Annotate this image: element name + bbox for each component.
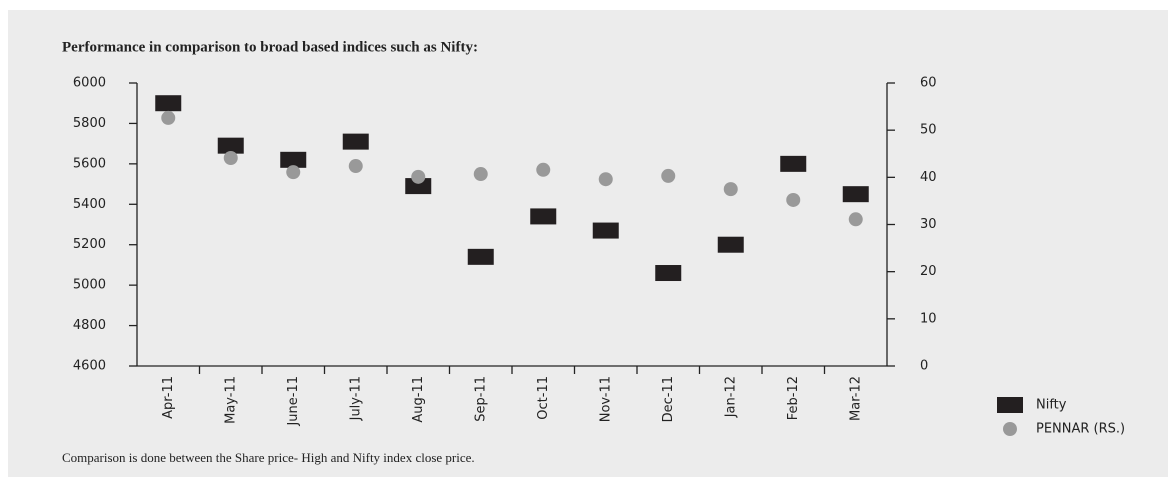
point (217, 137, 244, 154)
y2-tick-label: 60 (920, 76, 937, 91)
x-tick-label: June-11 (286, 376, 301, 427)
point (842, 186, 869, 203)
point (280, 151, 307, 168)
x-tick-label: Dec-11 (661, 376, 676, 422)
point (155, 95, 182, 112)
y-tick-label: 4800 (73, 318, 106, 333)
x-tick-label: Sep-11 (473, 376, 488, 422)
y2-tick-label: 20 (920, 264, 937, 279)
note: Comparison is done between the Share pri… (62, 450, 475, 465)
y2-tick-label: 50 (920, 123, 937, 138)
y-tick-label: 4600 (73, 359, 106, 374)
point (717, 236, 744, 253)
y2-tick-label: 40 (920, 170, 937, 185)
y-tick-label: 5800 (73, 116, 106, 131)
legend-label: PENNAR (RS.) (1036, 422, 1125, 437)
point (780, 155, 807, 172)
y-tick-label: 5400 (73, 197, 106, 212)
point (473, 167, 488, 182)
point (661, 168, 676, 183)
point (405, 178, 432, 195)
x-tick-label: Mar-12 (848, 376, 863, 421)
y2-tick-label: 30 (920, 217, 937, 232)
y-tick-label: 5600 (73, 156, 106, 171)
legend-label: Nifty (1036, 398, 1067, 413)
point (592, 222, 619, 239)
x-tick-label: Aug-11 (411, 376, 426, 423)
x-tick-label: July-11 (348, 376, 363, 421)
point (342, 133, 369, 150)
point (530, 208, 557, 225)
y2-tick-label: 10 (920, 311, 937, 326)
x-tick-label: May-11 (223, 376, 238, 424)
x-tick-label: Jan-12 (723, 376, 738, 418)
x-tick-label: Nov-11 (598, 376, 613, 422)
legend-marker (997, 397, 1023, 413)
point (411, 169, 426, 184)
panel (8, 10, 1168, 477)
point (598, 172, 613, 187)
point (723, 182, 738, 197)
chart-title: Performance in comparison to broad based… (62, 39, 478, 55)
x-tick-label: Oct-11 (536, 376, 551, 420)
point (536, 162, 551, 177)
y-tick-label: 5200 (73, 237, 106, 252)
point (467, 248, 494, 265)
point (223, 150, 238, 165)
point (848, 212, 863, 227)
y-tick-label: 5000 (73, 278, 106, 293)
point (161, 110, 176, 125)
y2-tick-label: 0 (920, 359, 928, 374)
x-tick-label: Feb-12 (786, 376, 801, 420)
point (286, 165, 301, 180)
point (655, 265, 682, 282)
legend-marker (1003, 422, 1017, 436)
point (348, 159, 363, 174)
x-tick-label: Apr-11 (161, 376, 176, 419)
y-tick-label: 6000 (73, 76, 106, 91)
point (786, 192, 801, 207)
